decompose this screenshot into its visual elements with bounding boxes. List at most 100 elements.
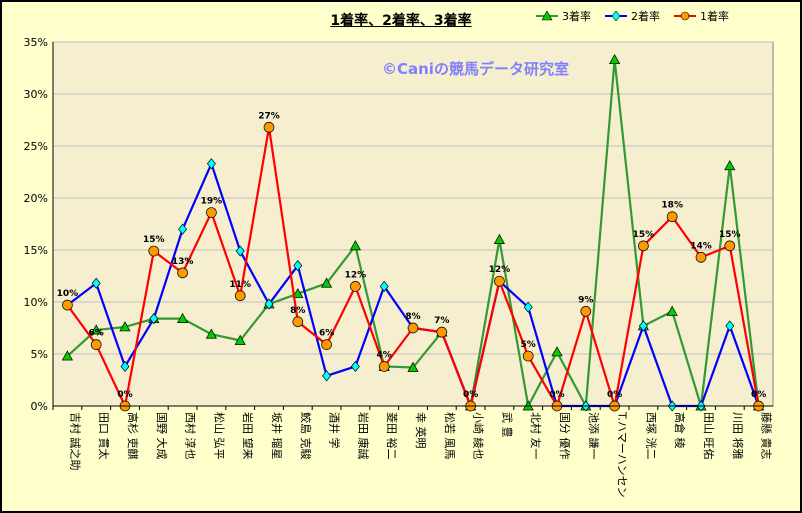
series-1-point	[90, 324, 102, 335]
series-1-point	[292, 287, 304, 299]
data-label: 0%	[549, 390, 564, 400]
series-3-point	[206, 207, 217, 218]
series-3-point	[321, 339, 332, 350]
series-2-point	[725, 320, 735, 332]
legend: 3着率 2着率 1着率	[536, 8, 729, 24]
x-tick-label: 小崎 綾也	[472, 412, 486, 459]
x-tick-label: 武 豊	[500, 412, 513, 438]
data-label: 8%	[290, 306, 305, 316]
series-2-point	[91, 277, 101, 289]
y-tick-label: 35%	[24, 36, 48, 49]
data-label: 0%	[463, 390, 478, 400]
series-3-point	[436, 326, 448, 338]
legend-item-2: 2着率	[605, 8, 660, 24]
plot-area	[52, 41, 774, 407]
legend-3-marker-icon	[536, 11, 558, 21]
series-3-point	[522, 350, 534, 362]
y-tick-label: 0%	[31, 400, 48, 413]
data-label: 12%	[489, 265, 511, 275]
data-label: 4%	[377, 350, 392, 360]
series-3-point	[263, 121, 275, 133]
x-tick-label: 鮫島 克駿	[299, 412, 313, 460]
data-label: 15%	[143, 235, 165, 245]
series-3-point	[580, 306, 592, 317]
data-label: 14%	[690, 241, 712, 251]
series-1-point	[609, 53, 621, 65]
data-label: 12%	[345, 270, 367, 280]
data-label: 27%	[258, 111, 280, 121]
series-2-point	[523, 301, 533, 313]
x-tick-label: 国野 大成	[155, 412, 169, 460]
x-tick-label: 酒井 学	[328, 412, 342, 449]
series-2-point	[235, 245, 245, 257]
x-tick-label: 幸 英明	[414, 412, 428, 449]
data-label: 18%	[661, 201, 683, 211]
y-tick-label: 30%	[24, 88, 48, 101]
x-tick-label: 坂井 瑠星	[270, 412, 284, 460]
data-label: 0%	[117, 390, 132, 400]
series-2-point	[350, 360, 360, 373]
x-tick-label: 高杉 吏麒	[126, 412, 140, 460]
data-label: 6%	[319, 329, 334, 339]
x-tick-label: 田口 貫太	[97, 412, 110, 460]
data-label: 0%	[751, 390, 766, 400]
series-3-point	[148, 245, 160, 257]
data-label: 8%	[405, 312, 420, 322]
x-tick-label: 国分 優作	[558, 412, 571, 460]
x-tick-label: 西村 淳也	[184, 412, 198, 460]
series-1-point	[177, 312, 189, 323]
series-3-point	[234, 290, 246, 302]
series-2-point	[206, 158, 216, 170]
data-label: 15%	[633, 230, 655, 240]
legend-1-label: 1着率	[700, 10, 729, 23]
series-3-point	[378, 361, 390, 372]
x-tick-label: 田山 旺佑	[702, 412, 716, 460]
data-label: 9%	[578, 295, 593, 305]
series-3-point	[292, 316, 304, 328]
chart-title: 1着率、2着率、3着率	[330, 13, 472, 29]
x-tick-label: T.ハマーハンセン	[616, 411, 629, 498]
series-2-point	[322, 370, 332, 382]
data-label: 15%	[719, 230, 741, 240]
x-tick-label: 松山 弘平	[212, 412, 226, 460]
legend-2-label: 2着率	[631, 10, 660, 23]
legend-item-3: 3着率	[536, 8, 591, 24]
data-label: 7%	[434, 316, 449, 326]
y-tick-label: 25%	[24, 140, 48, 153]
y-tick-label: 10%	[24, 296, 48, 309]
series-1-point	[666, 305, 678, 316]
data-label: 13%	[172, 257, 194, 267]
series-3-point	[666, 211, 678, 223]
x-tick-label: 池添 謙一	[587, 412, 601, 460]
x-tick-label: 西塚 洸二	[644, 412, 658, 460]
series-2-point	[638, 320, 648, 332]
series-1-point	[349, 240, 361, 251]
x-tick-label: 岩田 望来	[241, 412, 255, 460]
y-tick-label: 5%	[31, 348, 48, 361]
series-1-point	[119, 321, 131, 332]
series-2-point	[149, 313, 159, 325]
legend-2-marker-icon	[605, 11, 627, 21]
x-tick-label: 菱田 裕二	[385, 412, 398, 460]
series-2-point	[293, 260, 303, 272]
series-3-point	[62, 299, 73, 311]
series-1-point	[205, 328, 217, 339]
series-2-point	[178, 223, 188, 235]
y-tick-label: 20%	[24, 192, 48, 205]
data-label: 6%	[89, 329, 104, 339]
x-tick-label: 高倉 稜	[673, 412, 687, 449]
series-1-point	[493, 233, 505, 244]
x-tick-label: 川田 将雅	[731, 412, 745, 460]
series-1-point	[61, 350, 73, 361]
series-1-point	[724, 160, 736, 171]
x-tick-label: 松若 風馬	[443, 412, 457, 460]
x-tick-label: 吉村 誠之助	[68, 412, 82, 471]
series-3-point	[407, 322, 419, 334]
legend-1-marker-icon	[674, 11, 696, 21]
series-1-point	[407, 361, 419, 372]
data-label: 10%	[57, 289, 79, 299]
data-label: 5%	[521, 340, 536, 350]
series-1-point	[234, 334, 246, 345]
x-tick-label: 北村 友一	[529, 412, 543, 460]
